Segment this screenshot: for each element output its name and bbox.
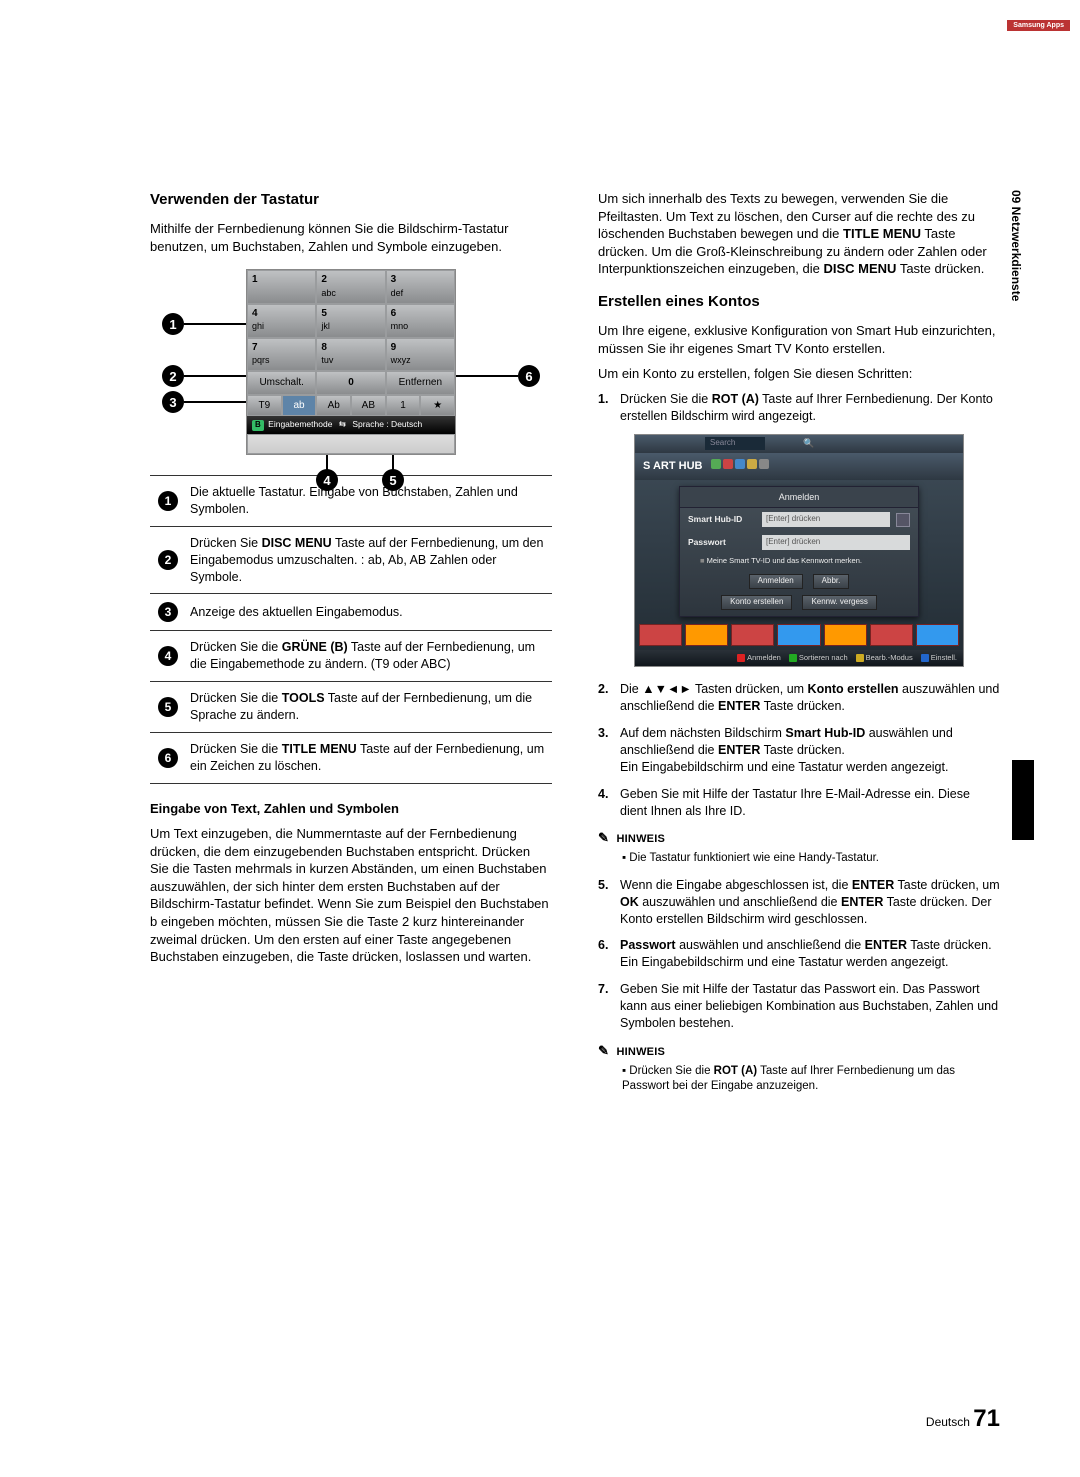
dropdown-icon	[896, 513, 910, 527]
left-intro: Mithilfe der Fernbedienung können Sie di…	[150, 220, 552, 255]
callout-1: 1	[162, 313, 184, 335]
row4-num: 4	[158, 646, 178, 666]
callout-table: 1 Die aktuelle Tastatur. Eingabe von Buc…	[150, 475, 552, 784]
row2-text: Drücken Sie DISC MENU Taste auf der Fern…	[186, 526, 552, 594]
sh-pw-label: Passwort	[688, 537, 756, 548]
left-h2: Eingabe von Text, Zahlen und Symbolen	[150, 800, 552, 818]
side-black-block	[1012, 760, 1034, 840]
step5-num: 5.	[598, 877, 620, 928]
note-icon: ✎	[598, 1043, 609, 1058]
hinweis-1: ✎ HINWEIS	[598, 829, 1000, 847]
sh-create-btn: Konto erstellen	[721, 595, 792, 610]
left-para2: Um Text einzugeben, die Nummerntaste auf…	[150, 825, 552, 965]
left-column: Verwenden der Tastatur Mithilfe der Fern…	[150, 190, 552, 1105]
callout-2: 2	[162, 365, 184, 387]
row5-num: 5	[158, 697, 178, 717]
row4-text: Drücken Sie die GRÜNE (B) Taste auf der …	[186, 631, 552, 682]
keypad-mode-row: T9abAbAB1★	[247, 395, 455, 417]
sh-id-label: Smart Hub-ID	[688, 514, 756, 525]
step4-num: 4.	[598, 786, 620, 820]
sh-logo: S ART HUB Samsung Apps	[635, 453, 963, 480]
callout-6: 6	[518, 365, 540, 387]
step7-text: Geben Sie mit Hilfe der Tastatur das Pas…	[620, 981, 1000, 1032]
step6-text: Passwort auswählen und anschließend die …	[620, 937, 1000, 971]
sh-pw-input: [Enter] drücken	[762, 535, 910, 550]
hinweis1-item: Die Tastatur funktioniert wie eine Handy…	[622, 851, 1000, 867]
keypad-row-shift: Umschalt. 0 Entfernen	[247, 371, 455, 395]
right-para2: Um ein Konto zu erstellen, folgen Sie di…	[598, 365, 1000, 383]
note-icon: ✎	[598, 830, 609, 845]
keypad-footer: B Eingabemethode ⇆ Sprache : Deutsch	[247, 416, 455, 434]
right-top-para: Um sich innerhalb des Texts zu bewegen, …	[598, 190, 1000, 278]
step2-num: 2.	[598, 681, 620, 715]
sh-modal-title: Anmelden	[680, 487, 918, 508]
sh-thumbnails	[639, 624, 959, 646]
smart-hub-screenshot: Search 🔍 S ART HUB Samsung Apps Anmelden…	[634, 434, 964, 667]
sh-icons	[710, 459, 770, 474]
keypad-grid: 1 2abc3def4ghi5jkl6mno7pqrs8tuv9wxyz	[247, 270, 455, 371]
row5-text: Drücken Sie die TOOLS Taste auf der Fern…	[186, 682, 552, 733]
keypad-blank	[247, 434, 455, 454]
step1-text: Drücken Sie die ROT (A) Taste auf Ihrer …	[620, 391, 1000, 425]
page-footer: Deutsch 71	[926, 1403, 1000, 1435]
sh-login-modal: Anmelden Smart Hub-ID [Enter] drücken Pa…	[679, 486, 919, 616]
key-delete: Entfernen	[386, 371, 455, 395]
right-para1: Um Ihre eigene, exklusive Konfiguration …	[598, 322, 1000, 357]
side-tab: 09 Netzwerkdienste	[1008, 190, 1024, 301]
step3-text: Auf dem nächsten Bildschirm Smart Hub-ID…	[620, 725, 1000, 776]
row1-num: 1	[158, 491, 178, 511]
key-shift: Umschalt.	[247, 371, 316, 395]
callout-3: 3	[162, 391, 184, 413]
keyboard-figure: 1 2 3 6 4 5 1 2abc3def4ghi5jkl6mno7pqrs8…	[206, 269, 496, 455]
search-icon: 🔍	[803, 437, 814, 449]
row3-num: 3	[158, 602, 178, 622]
sh-apps-badge: Samsung Apps	[1007, 20, 1070, 31]
hinweis2-item: Drücken Sie die ROT (A) Taste auf Ihrer …	[622, 1064, 1000, 1095]
step3-num: 3.	[598, 725, 620, 776]
step4-text: Geben Sie mit Hilfe der Tastatur Ihre E-…	[620, 786, 1000, 820]
row3-text: Anzeige des aktuellen Eingabemodus.	[186, 594, 552, 631]
right-h1: Erstellen eines Kontos	[598, 292, 1000, 312]
sh-remember: Meine Smart TV-ID und das Kennwort merke…	[680, 554, 918, 572]
row2-num: 2	[158, 550, 178, 570]
row6-num: 6	[158, 748, 178, 768]
step2-text: Die ▲▼◄► Tasten drücken, um Konto erstel…	[620, 681, 1000, 715]
step6-num: 6.	[598, 937, 620, 971]
left-h1: Verwenden der Tastatur	[150, 190, 552, 210]
sh-forgot-btn: Kennw. vergess	[802, 595, 876, 610]
row1-text: Die aktuelle Tastatur. Eingabe von Buchs…	[186, 476, 552, 527]
sh-footer: Anmelden Sortieren nach Bearb.-Modus Ein…	[635, 650, 963, 666]
sh-login-btn: Anmelden	[749, 574, 803, 589]
sh-search: Search	[705, 437, 765, 450]
step5-text: Wenn die Eingabe abgeschlossen ist, die …	[620, 877, 1000, 928]
sh-id-input: [Enter] drücken	[762, 512, 890, 527]
row6-text: Drücken Sie die TITLE MENU Taste auf der…	[186, 732, 552, 783]
right-column: Um sich innerhalb des Texts zu bewegen, …	[598, 190, 1000, 1105]
key-zero: 0	[316, 371, 385, 395]
step7-num: 7.	[598, 981, 620, 1032]
hinweis-2: ✎ HINWEIS	[598, 1042, 1000, 1060]
b-button-icon: B	[252, 420, 264, 431]
step1-num: 1.	[598, 391, 620, 425]
sh-cancel-btn: Abbr.	[813, 574, 850, 589]
